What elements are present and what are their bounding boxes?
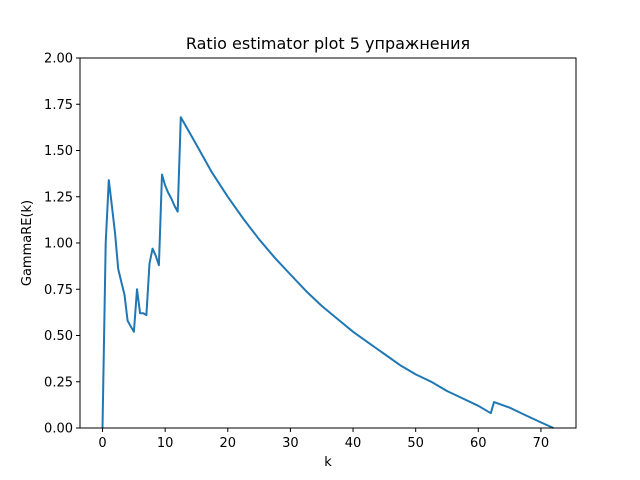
y-tick-label: 1.50 bbox=[44, 144, 73, 159]
x-tick-label: 40 bbox=[345, 436, 362, 451]
chart-title: Ratio estimator plot 5 упражнения bbox=[186, 34, 470, 53]
plot-frame bbox=[79, 57, 577, 429]
x-tick-label: 10 bbox=[157, 436, 174, 451]
series-line bbox=[101, 116, 554, 429]
x-axis: 0 10 20 30 40 50 60 70 bbox=[98, 428, 549, 451]
x-tick-label: 60 bbox=[470, 436, 487, 451]
y-tick-label: 0.75 bbox=[44, 283, 73, 298]
y-tick-label: 0.25 bbox=[44, 375, 73, 390]
x-tick-label: 0 bbox=[98, 436, 106, 451]
y-tick-label: 1.00 bbox=[44, 237, 73, 252]
y-tick-label: 0.50 bbox=[44, 329, 73, 344]
y-tick-label: 2.00 bbox=[44, 52, 73, 67]
y-tick-label: 1.75 bbox=[44, 98, 73, 113]
y-tick-label: 0.00 bbox=[44, 422, 73, 437]
y-axis-label: GammaRE(k) bbox=[20, 200, 35, 286]
y-tick-label: 1.25 bbox=[44, 190, 73, 205]
x-axis-label: k bbox=[324, 455, 332, 470]
x-tick-label: 20 bbox=[220, 436, 237, 451]
x-tick-label: 50 bbox=[407, 436, 424, 451]
y-axis: 0.00 0.25 0.50 0.75 1.00 1.25 1.50 1.75 2.00 bbox=[44, 52, 80, 437]
x-tick-label: 30 bbox=[282, 436, 299, 451]
x-tick-label: 70 bbox=[533, 436, 550, 451]
